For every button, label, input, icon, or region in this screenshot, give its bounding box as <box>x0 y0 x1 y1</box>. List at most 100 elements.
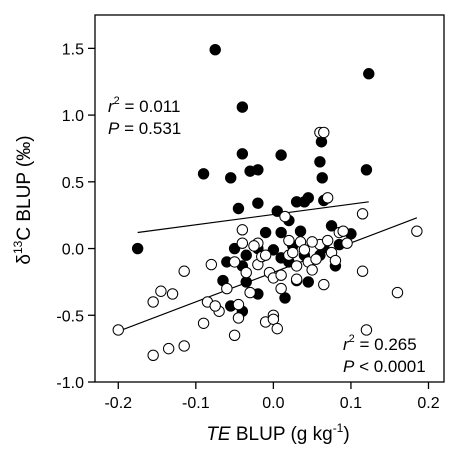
open-point <box>298 244 311 256</box>
filled-point <box>240 276 252 288</box>
regression-line-1 <box>137 201 369 234</box>
open-point <box>321 234 334 247</box>
filled-point <box>232 202 245 215</box>
open-point <box>178 265 190 277</box>
open-point <box>306 236 318 248</box>
open-point <box>248 240 260 252</box>
annotation-lower-r-value: = 0.265 <box>355 335 417 354</box>
filled-point <box>259 226 272 239</box>
open-point <box>411 225 423 237</box>
open-point <box>360 324 373 336</box>
annotation-upper-p: P = 0.531 <box>108 119 181 138</box>
open-point <box>271 322 283 335</box>
filled-point <box>275 226 287 239</box>
annotation-upper-r-sup: 2 <box>114 95 120 107</box>
filled-point <box>314 156 326 168</box>
filled-point <box>236 148 249 160</box>
y-tick-label: 1.0 <box>62 108 84 125</box>
y-axis-title: δ13C BLUP (‰) <box>11 135 35 264</box>
y-tick-label: -0.5 <box>56 308 84 325</box>
open-point <box>197 317 210 329</box>
y-tick-label: -1.0 <box>56 375 84 392</box>
open-point <box>290 260 303 272</box>
open-point <box>356 265 369 277</box>
open-point <box>221 282 233 295</box>
open-point <box>244 286 256 299</box>
filled-point <box>279 292 291 304</box>
open-point <box>147 349 159 362</box>
filled-point <box>252 197 264 209</box>
x-axis-title: TE BLUP (g kg-1) <box>206 421 349 445</box>
open-point <box>240 266 252 279</box>
filled-point <box>275 149 287 161</box>
open-point <box>166 288 179 300</box>
filled-point <box>302 276 314 288</box>
filled-point <box>360 164 373 176</box>
open-point <box>341 237 353 249</box>
filled-point <box>267 244 280 256</box>
annotation-upper-r-value: = 0.011 <box>120 97 181 116</box>
annotation-lower: r2 = 0.265 <box>343 333 417 354</box>
open-point <box>232 312 245 324</box>
filled-point <box>363 68 375 80</box>
open-point <box>275 269 287 281</box>
filled-point <box>316 172 328 184</box>
filled-point <box>131 242 144 255</box>
filled-point <box>225 172 237 184</box>
open-point <box>287 246 299 259</box>
plot-area-border <box>94 14 445 383</box>
annotation-lower-r-sup: 2 <box>349 333 355 345</box>
filled-point <box>315 136 328 148</box>
filled-point <box>209 43 221 56</box>
filled-point <box>228 242 241 255</box>
y-tick-label: 0.5 <box>62 175 84 192</box>
data-points <box>112 43 423 362</box>
plot-frame <box>94 14 445 383</box>
open-point <box>236 237 249 249</box>
filled-point <box>236 101 249 113</box>
annotation-lower-p: P < 0.0001 <box>343 357 426 376</box>
open-point <box>283 234 295 247</box>
open-point <box>205 258 218 271</box>
filled-point <box>290 196 303 208</box>
open-point <box>306 264 318 276</box>
filled-point <box>302 192 314 204</box>
open-point <box>147 296 159 308</box>
open-point <box>318 278 330 291</box>
open-point <box>162 342 175 355</box>
open-point <box>321 192 334 204</box>
open-point <box>209 300 221 312</box>
filled-point <box>197 168 210 180</box>
filled-point <box>271 205 283 217</box>
annotation-upper-r: r <box>108 97 115 116</box>
open-point <box>318 126 330 139</box>
x-tick-label: 0.0 <box>262 395 284 412</box>
y-tick-label: 0.0 <box>62 242 84 259</box>
x-tick-label: 0.1 <box>340 395 362 412</box>
open-point <box>279 210 291 223</box>
open-point <box>112 324 124 336</box>
y-tick-label: 1.5 <box>62 41 84 58</box>
x-tick-label: -0.2 <box>104 395 132 412</box>
open-point <box>275 282 287 295</box>
open-point <box>259 249 272 261</box>
annotation-upper: r2 = 0.011 <box>108 95 180 116</box>
annotation-lower-r: r <box>343 335 350 354</box>
open-point <box>178 340 190 352</box>
x-tick-label: -0.1 <box>182 395 210 412</box>
open-point <box>228 256 241 268</box>
x-axis: -0.2 -0.1 0.0 0.1 0.2 <box>104 382 440 412</box>
open-point <box>290 273 303 285</box>
x-tick-label: 0.2 <box>417 395 439 412</box>
open-point <box>232 298 245 311</box>
open-point <box>228 329 241 341</box>
filled-point <box>294 225 307 237</box>
filled-point <box>252 164 264 176</box>
open-point <box>236 224 249 236</box>
filled-point <box>325 220 338 232</box>
open-point <box>391 286 404 299</box>
open-point <box>267 313 280 325</box>
open-point <box>356 208 369 220</box>
